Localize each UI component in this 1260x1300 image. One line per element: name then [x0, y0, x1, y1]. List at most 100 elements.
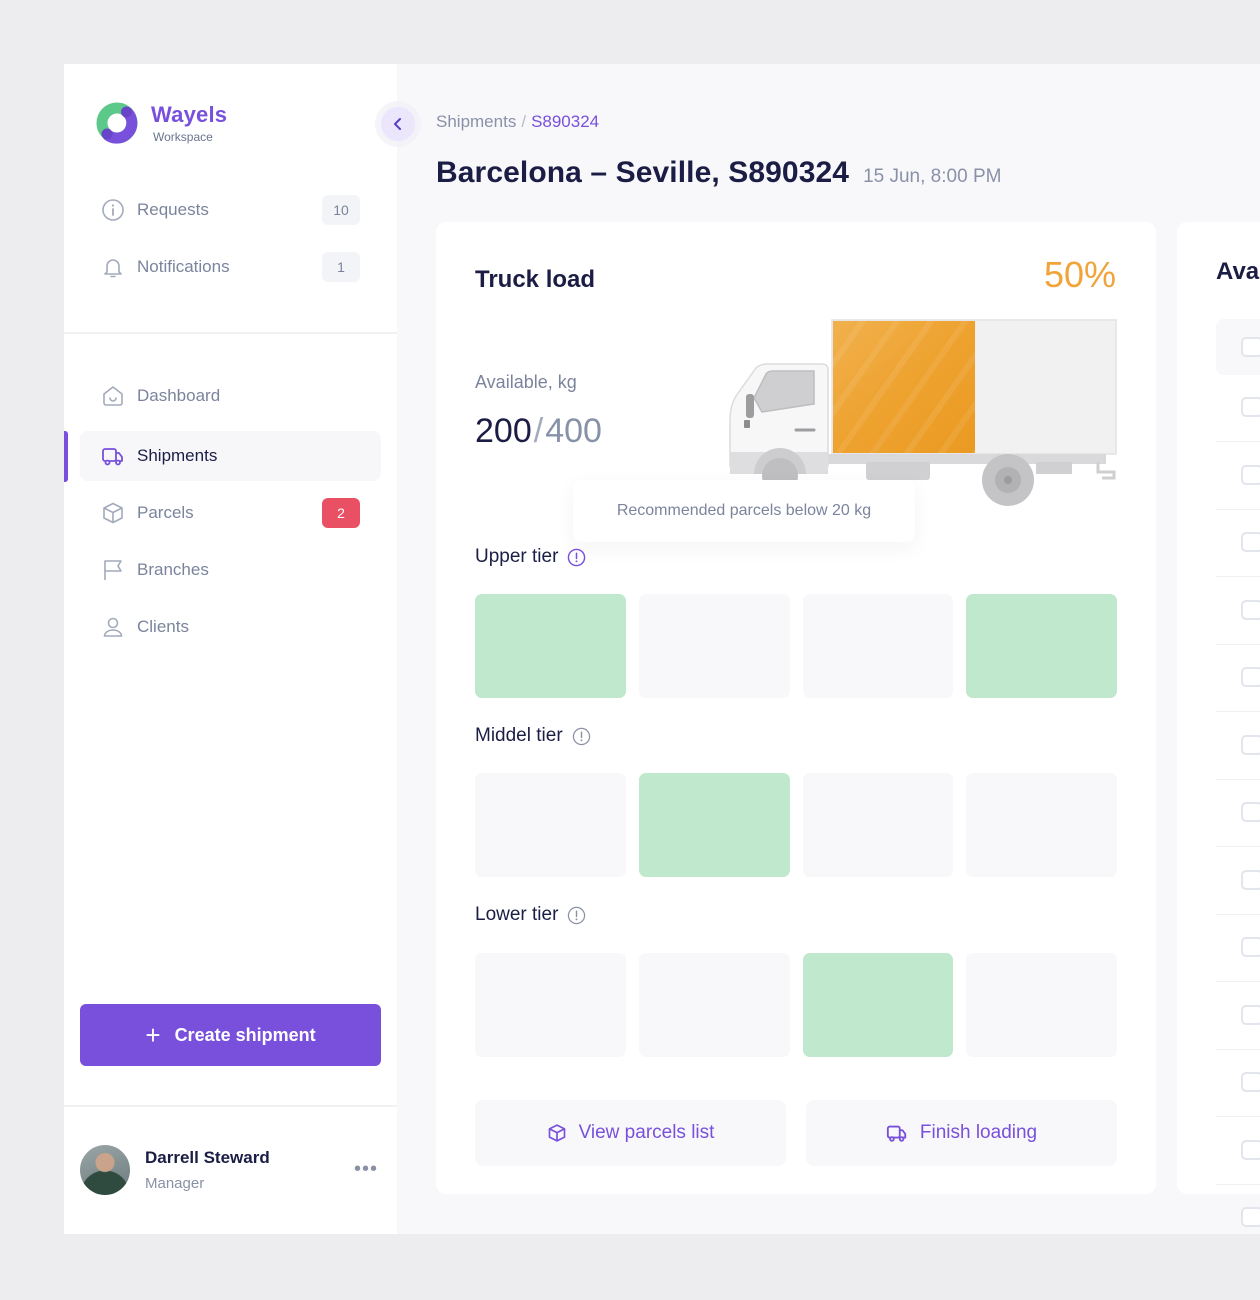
brand-subtitle: Workspace [153, 129, 213, 144]
available-separator: / [533, 412, 544, 450]
tier-slot[interactable] [966, 594, 1117, 698]
create-shipment-button[interactable]: + Create shipment [80, 1004, 381, 1066]
parcel-row[interactable] [1216, 578, 1260, 645]
select-all-checkbox[interactable] [1241, 337, 1260, 357]
alert-circle-icon[interactable] [572, 727, 591, 746]
tier-label-text: Lower tier [475, 904, 559, 925]
sidebar-item-requests[interactable]: Requests 10 [80, 185, 381, 235]
parcel-row[interactable] [1216, 1185, 1260, 1234]
sidebar-divider [64, 1105, 397, 1107]
finish-loading-button[interactable]: Finish loading [806, 1100, 1117, 1166]
active-indicator [64, 431, 68, 482]
parcel-row-checkbox[interactable] [1241, 734, 1260, 755]
breadcrumb: Shipments / S890324 [436, 112, 599, 132]
page-title-text: Barcelona – Seville, S890324 [436, 156, 850, 189]
view-parcels-list-label: View parcels list [578, 1122, 715, 1143]
parcel-row-checkbox[interactable] [1241, 937, 1260, 957]
breadcrumb-parent[interactable]: Shipments [436, 112, 517, 131]
tier-slot[interactable] [802, 953, 954, 1057]
tier-label-text: Upper tier [475, 546, 559, 567]
parcel-row-checkbox[interactable] [1241, 532, 1260, 552]
brand[interactable]: Wayels Workspace [96, 102, 227, 144]
tier-slot[interactable] [475, 594, 626, 698]
user-role: Manager [145, 1175, 205, 1192]
sidebar-item-clients[interactable]: Clients [80, 602, 381, 652]
breadcrumb-separator: / [521, 112, 527, 131]
tier-slot[interactable] [802, 594, 954, 698]
brand-name: Wayels [151, 101, 228, 127]
parcel-row[interactable] [1216, 915, 1260, 982]
middle-tier-slots [475, 773, 1117, 877]
parcel-row[interactable] [1216, 1118, 1260, 1185]
tier-slot[interactable] [638, 773, 790, 877]
ellipsis-icon[interactable]: ••• [353, 1158, 378, 1180]
parcel-row[interactable] [1216, 713, 1260, 780]
parcel-row[interactable] [1216, 780, 1260, 847]
alert-circle-icon[interactable] [567, 548, 586, 567]
sidebar-item-shipments[interactable]: Shipments [80, 431, 381, 481]
parcel-row[interactable] [1216, 510, 1260, 577]
parcel-row[interactable] [1216, 983, 1260, 1050]
page-title: Barcelona – Seville, S890324 15 Jun, 8:0… [436, 156, 1001, 190]
tier-label-upper: Upper tier [475, 546, 586, 568]
shipment-datetime: 15 Jun, 8:00 PM [863, 166, 1002, 187]
parcel-row-checkbox[interactable] [1241, 667, 1260, 687]
parcel-row-checkbox[interactable] [1241, 869, 1260, 890]
tier-slot[interactable] [966, 773, 1117, 877]
collapse-sidebar-button[interactable] [381, 107, 415, 141]
upper-tier-slots [475, 594, 1117, 698]
app-window: Wayels Workspace Requests 10 Notificatio… [64, 64, 1260, 1234]
truck-icon [886, 1125, 907, 1142]
lower-tier-slots [475, 953, 1117, 1057]
tier-slot[interactable] [966, 953, 1117, 1057]
breadcrumb-current[interactable]: S890324 [531, 112, 600, 131]
parcel-row-checkbox[interactable] [1241, 599, 1260, 620]
parcel-row-checkbox[interactable] [1241, 1072, 1260, 1092]
box-icon [548, 1124, 565, 1142]
plus-icon: + [145, 1020, 161, 1050]
sidebar-item-dashboard[interactable]: Dashboard [80, 371, 381, 421]
avatar[interactable] [80, 1145, 130, 1195]
parcel-row[interactable] [1216, 375, 1260, 442]
tier-slot[interactable] [475, 953, 626, 1057]
available-value: 200/400 [475, 412, 602, 451]
available-used: 200 [475, 412, 532, 450]
parcel-row[interactable] [1216, 1050, 1260, 1117]
parcel-row-checkbox[interactable] [1241, 1207, 1260, 1227]
parcel-row-checkbox[interactable] [1241, 397, 1260, 417]
sidebar-item-parcels[interactable]: Parcels 2 [80, 488, 381, 538]
parcels-table-header [1216, 319, 1260, 375]
parcel-row[interactable] [1216, 443, 1260, 510]
brand-logo-icon [96, 102, 138, 144]
tier-slot[interactable] [638, 594, 790, 698]
parcel-row[interactable] [1216, 645, 1260, 712]
view-parcels-list-button[interactable]: View parcels list [475, 1100, 786, 1166]
alert-circle-icon[interactable] [567, 906, 586, 925]
parcel-row-checkbox[interactable] [1241, 1139, 1260, 1160]
parcel-row-checkbox[interactable] [1241, 1004, 1260, 1025]
available-parcels-panel: Ava [1177, 222, 1260, 1227]
user-profile[interactable]: Darrell Steward Manager ••• [80, 1144, 381, 1196]
sidebar-item-label: Parcels [137, 503, 194, 522]
tier-slot[interactable] [475, 773, 626, 877]
available-label: Available, kg [475, 372, 577, 392]
tier-label-text: Middel tier [475, 725, 563, 746]
truck-illustration-icon [729, 319, 1117, 506]
sidebar: Wayels Workspace Requests 10 Notificatio… [64, 64, 397, 1234]
tier-slot[interactable] [638, 953, 790, 1057]
parcel-row-checkbox[interactable] [1241, 464, 1260, 485]
tier-slot[interactable] [802, 773, 954, 877]
truck-load-title: Truck load [475, 266, 596, 293]
sidebar-item-notifications[interactable]: Notifications 1 [80, 242, 381, 292]
tier-label-middle: Middel tier [475, 725, 591, 747]
parcel-row-checkbox[interactable] [1241, 802, 1260, 822]
sidebar-item-label: Clients [137, 617, 189, 636]
sidebar-item-label: Requests [137, 200, 209, 219]
sidebar-item-label: Notifications [137, 257, 230, 276]
sidebar-item-branches[interactable]: Branches [80, 545, 381, 595]
parcel-row[interactable] [1216, 848, 1260, 915]
bell-icon [101, 255, 125, 279]
chevron-left-icon [394, 118, 401, 130]
load-percent: 50% [1043, 254, 1116, 295]
sidebar-item-label: Shipments [137, 446, 218, 465]
